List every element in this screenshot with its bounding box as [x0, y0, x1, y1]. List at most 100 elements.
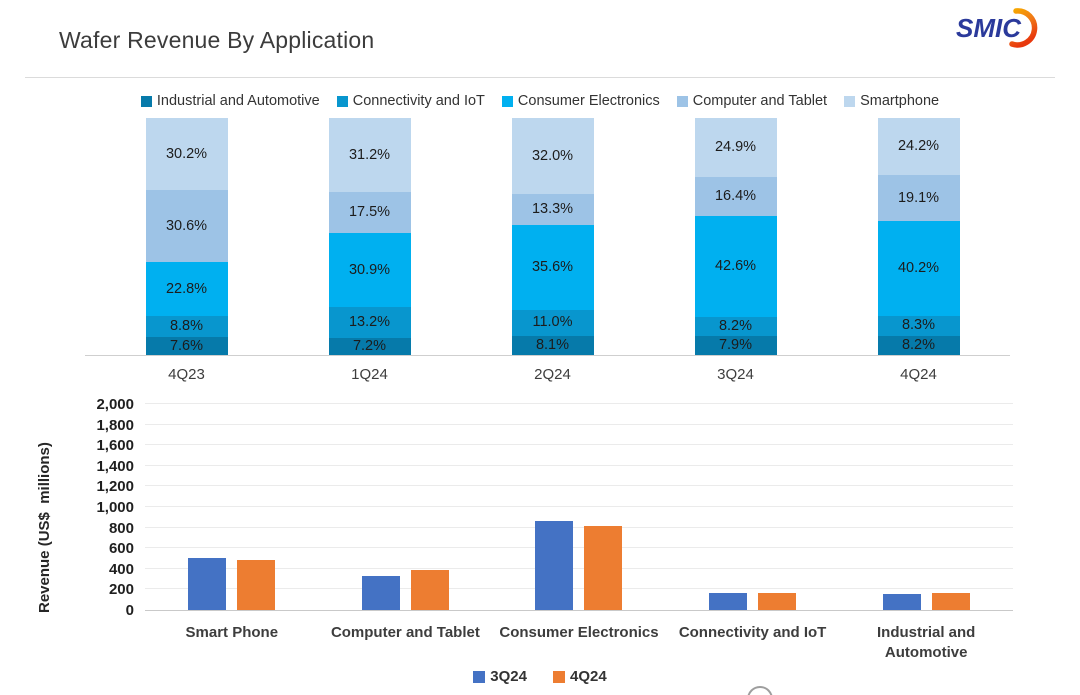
grouped-chart-category-labels: Smart Phone Computer and Tablet Consumer E…	[145, 623, 1013, 664]
legend-swatch	[336, 95, 348, 107]
segment-value-label: 13.2%	[348, 314, 391, 331]
y-tick-label: 800	[108, 519, 134, 537]
segment-value-label: 24.9%	[714, 139, 757, 156]
y-tick-label: 400	[108, 560, 134, 578]
legend-swatch	[844, 95, 856, 107]
stack-column-4q24: 24.2% 19.1% 40.2% 8.3% 8.2%	[827, 118, 1010, 355]
segment-computer-and-tablet: 19.1%	[877, 175, 960, 221]
legend-label: Computer and Tablet	[692, 93, 828, 109]
gridline	[145, 403, 1013, 404]
segment-smartphone: 31.2%	[328, 118, 411, 192]
segment-smartphone: 30.2%	[145, 118, 228, 190]
segment-connectivity-and-iot: 8.3%	[877, 315, 960, 336]
bar-group-connectivity-and-iot	[709, 592, 797, 610]
y-tick-label: 2,000	[96, 396, 134, 413]
segment-industrial-and-automotive: 7.2%	[328, 337, 411, 355]
segment-value-label: 7.2%	[352, 338, 387, 355]
segment-consumer-electronics: 40.2%	[877, 220, 960, 316]
stack-column-2q24: 32.0% 13.3% 35.6% 11.0% 8.1%	[461, 118, 644, 355]
segment-industrial-and-automotive: 7.6%	[145, 336, 228, 355]
legend-label: Consumer Electronics	[517, 93, 660, 109]
stack-bar-4q24: 24.2% 19.1% 40.2% 8.3% 8.2%	[877, 118, 960, 355]
gridline	[145, 464, 1013, 466]
legend-item-connectivity-and-iot: Connectivity and IoT	[336, 93, 485, 109]
category-label-industrial-and-automotive: Industrial and Automotive	[839, 623, 1013, 664]
segment-value-label: 13.3%	[531, 201, 574, 218]
stack-bar-1q24: 31.2% 17.5% 30.9% 13.2% 7.2%	[328, 118, 411, 355]
bar-3q24-smart-phone	[188, 558, 227, 610]
category-label-computer-and-tablet: Computer and Tablet	[319, 623, 493, 664]
category-label-line: Industrial and	[877, 624, 976, 641]
segment-connectivity-and-iot: 8.8%	[145, 316, 228, 337]
y-axis-ticks: 0 200 400 600 800 1,000 1,200 1,400 1,600 1,800 2,…	[40, 397, 134, 618]
segment-industrial-and-automotive: 7.9%	[694, 336, 777, 355]
segment-consumer-electronics: 42.6%	[694, 215, 777, 317]
x-axis-label-2q24: 2Q24	[534, 366, 571, 383]
segment-value-label: 30.9%	[348, 261, 391, 278]
stack-column-1q24: 31.2% 17.5% 30.9% 13.2% 7.2%	[278, 118, 461, 355]
grouped-bar-chart	[145, 403, 1013, 611]
bar-group-industrial-and-automotive	[882, 593, 970, 610]
legend-item-consumer-electronics: Consumer Electronics	[501, 93, 660, 109]
x-axis-label-3q24: 3Q24	[717, 366, 754, 383]
gridline	[145, 423, 1013, 425]
segment-value-label: 35.6%	[531, 259, 574, 276]
y-tick-label: 1,200	[96, 478, 134, 496]
segment-value-label: 8.8%	[169, 318, 204, 335]
legend-item-industrial-and-automotive: Industrial and Automotive	[140, 93, 320, 109]
bar-4q24-consumer-electronics	[584, 526, 623, 610]
title-divider	[25, 77, 1055, 78]
page-nav-circle	[747, 686, 773, 695]
legend-swatch	[140, 95, 152, 107]
legend-item-smartphone: Smartphone	[844, 93, 939, 109]
category-label-line: Smart Phone	[185, 624, 279, 641]
y-tick-label: 1,600	[96, 437, 134, 455]
legend-item-4q24: 4Q24	[553, 668, 607, 685]
bar-3q24-computer-and-tablet	[361, 576, 400, 610]
segment-value-label: 16.4%	[714, 188, 757, 205]
category-label-line: Automotive	[884, 644, 968, 662]
stack-bar-3q24: 24.9% 16.4% 42.6% 8.2% 7.9%	[694, 118, 777, 355]
segment-value-label: 8.3%	[901, 317, 936, 334]
segment-industrial-and-automotive: 8.2%	[877, 335, 960, 355]
legend-swatch	[553, 670, 565, 683]
x-axis-label-4q23: 4Q23	[168, 366, 205, 383]
segment-consumer-electronics: 35.6%	[511, 225, 594, 310]
category-label-line: Connectivity and IoT	[678, 624, 827, 641]
stacked-bar-chart: 30.2% 30.6% 22.8% 8.8% 7.6% 31.2% 17.5% 30.9% 13…	[95, 118, 1010, 355]
legend-swatch	[676, 95, 688, 107]
bar-4q24-smart-phone	[237, 559, 276, 610]
segment-value-label: 30.2%	[165, 145, 208, 162]
gridline	[145, 485, 1013, 487]
legend-label: 3Q24	[490, 668, 527, 685]
y-tick-label: 1,000	[96, 499, 134, 516]
logo-swoosh-icon	[1009, 8, 1038, 48]
segment-value-label: 24.2%	[897, 138, 940, 155]
segment-computer-and-tablet: 17.5%	[328, 191, 411, 234]
bar-group-computer-and-tablet	[361, 570, 449, 610]
segment-connectivity-and-iot: 11.0%	[511, 309, 594, 336]
legend-label: Connectivity and IoT	[352, 93, 485, 109]
segment-value-label: 7.6%	[169, 337, 204, 354]
gridline	[145, 567, 1013, 569]
segment-value-label: 11.0%	[532, 314, 573, 331]
bar-4q24-connectivity-and-iot	[758, 592, 797, 610]
stack-bar-2q24: 32.0% 13.3% 35.6% 11.0% 8.1%	[511, 118, 594, 355]
segment-value-label: 40.2%	[897, 259, 940, 276]
stack-column-3q24: 24.9% 16.4% 42.6% 8.2% 7.9%	[644, 118, 827, 355]
segment-connectivity-and-iot: 8.2%	[694, 316, 777, 337]
y-tick-label: 600	[108, 540, 134, 558]
legend-swatch	[473, 670, 486, 683]
gridline	[145, 588, 1013, 590]
segment-value-label: 8.1%	[535, 337, 570, 354]
segment-consumer-electronics: 30.9%	[328, 233, 411, 307]
segment-connectivity-and-iot: 13.2%	[328, 306, 411, 338]
category-label-connectivity-and-iot: Connectivity and IoT	[666, 623, 840, 664]
segment-industrial-and-automotive: 8.1%	[511, 335, 594, 355]
page-title: Wafer Revenue By Application	[59, 27, 375, 53]
x-axis-label-4q24: 4Q24	[900, 366, 937, 383]
segment-value-label: 7.9%	[718, 337, 753, 354]
legend-label: Industrial and Automotive	[156, 93, 320, 109]
stacked-chart-legend: Industrial and Automotive Connectivity an…	[0, 93, 1080, 109]
segment-value-label: 32.0%	[531, 147, 574, 164]
